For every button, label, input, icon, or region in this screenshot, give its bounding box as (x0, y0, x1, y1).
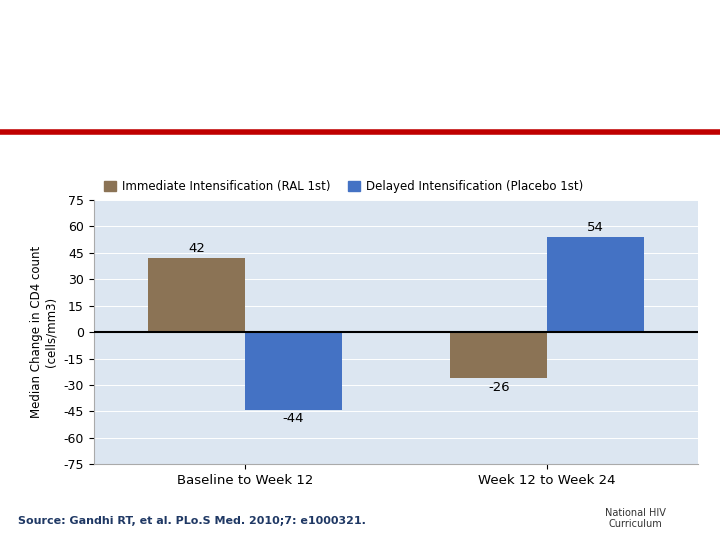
Bar (451, 332, 547, 378)
Bar (148, 258, 245, 332)
Text: National HIV
Curriculum: National HIV Curriculum (605, 508, 666, 529)
Text: Source: Gandhi RT, et al. PLo.S Med. 2010;7: e1000321.: Source: Gandhi RT, et al. PLo.S Med. 201… (18, 516, 366, 526)
Text: 42: 42 (188, 242, 205, 255)
Text: Effect of Raltegravir Intensification on CD4 Counts: Effect of Raltegravir Intensification on… (18, 151, 452, 165)
Legend: Immediate Intensification (RAL 1st), Delayed Intensification (Placebo 1st): Immediate Intensification (RAL 1st), Del… (99, 175, 588, 198)
Text: 54: 54 (587, 221, 604, 234)
Y-axis label: Median Change in CD4 count
(cells/mm3): Median Change in CD4 count (cells/mm3) (30, 246, 58, 418)
Text: -26: -26 (488, 381, 510, 394)
Text: ACTG 5244: Results: ACTG 5244: Results (18, 59, 264, 79)
Bar (547, 237, 644, 332)
Bar (245, 332, 341, 410)
Text: Raltegravir Intensification with Residual Low-Level Viremia: Raltegravir Intensification with Residua… (18, 17, 505, 35)
Text: -44: -44 (282, 413, 304, 426)
